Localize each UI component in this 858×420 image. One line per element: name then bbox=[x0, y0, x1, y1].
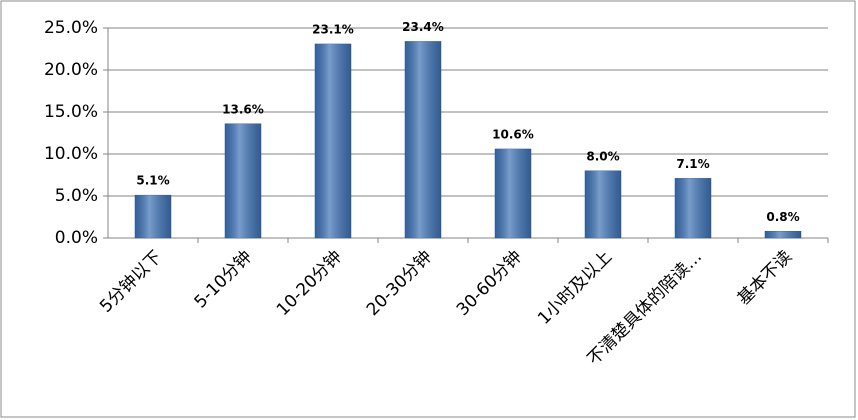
value-label: 0.8% bbox=[766, 210, 799, 224]
value-label: 7.1% bbox=[676, 157, 709, 171]
bar-shine bbox=[225, 123, 261, 238]
value-label: 13.6% bbox=[222, 102, 264, 116]
bar-shine bbox=[585, 170, 621, 238]
y-tick-label: 10.0% bbox=[44, 144, 98, 164]
y-tick-label: 15.0% bbox=[44, 102, 98, 122]
value-label: 23.4% bbox=[402, 20, 444, 34]
bar-shine bbox=[405, 41, 441, 238]
y-tick-label: 25.0% bbox=[44, 18, 98, 38]
y-tick-label: 20.0% bbox=[44, 60, 98, 80]
bar-shine bbox=[315, 43, 351, 239]
value-label: 5.1% bbox=[136, 174, 169, 188]
value-label: 10.6% bbox=[492, 127, 534, 141]
y-tick-label: 0.0% bbox=[55, 228, 98, 248]
bar-shine bbox=[495, 148, 531, 238]
value-label: 8.0% bbox=[586, 149, 619, 163]
bar-shine bbox=[135, 195, 171, 238]
value-label: 23.1% bbox=[312, 22, 354, 36]
bar-shine bbox=[765, 231, 801, 238]
y-tick-label: 5.0% bbox=[55, 186, 98, 206]
bar-shine bbox=[675, 178, 711, 238]
